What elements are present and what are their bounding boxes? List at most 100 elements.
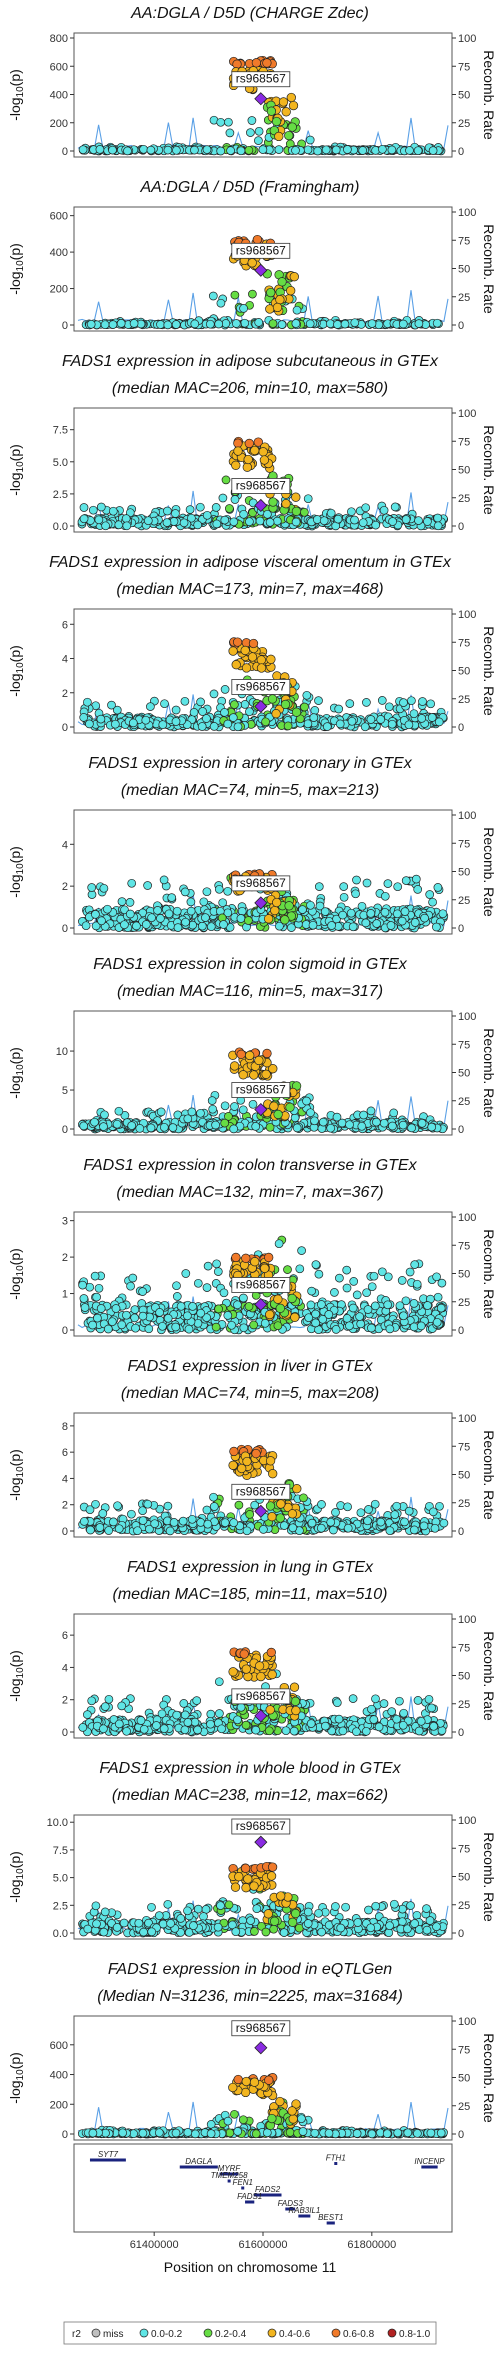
- association-point-moderate-ld: [284, 901, 294, 911]
- y-tick-label: 2: [62, 1252, 68, 1264]
- panel-4: FADS1 expression in adipose visceral ome…: [7, 554, 497, 734]
- association-point: [299, 1493, 308, 1503]
- association-point: [126, 1281, 135, 1291]
- association-point: [259, 1525, 268, 1534]
- association-point: [339, 892, 349, 902]
- association-point-high-ld: [231, 460, 241, 470]
- association-point-high-ld: [251, 1448, 261, 1459]
- association-point: [91, 1499, 100, 1509]
- y2-tick-label: 75: [458, 1843, 470, 1855]
- association-point: [427, 1703, 436, 1713]
- association-point: [171, 1322, 181, 1332]
- association-point-moderate-ld: [272, 302, 283, 313]
- snp-label: rs968567: [236, 1484, 286, 1498]
- association-point: [432, 1272, 441, 1282]
- association-point: [239, 1323, 249, 1333]
- association-point: [361, 503, 371, 513]
- association-point: [295, 1264, 305, 1274]
- association-point: [94, 1283, 104, 1293]
- association-point-moderate-ld: [265, 1501, 276, 1511]
- association-point-high-ld: [240, 645, 250, 656]
- association-point: [306, 1108, 315, 1118]
- y-tick-label: 5.0: [53, 457, 68, 469]
- association-point: [104, 1526, 114, 1535]
- y2-tick-label: 75: [458, 436, 470, 448]
- association-point: [171, 705, 181, 715]
- y2-tick-label: 25: [458, 1699, 470, 1711]
- association-point: [261, 717, 270, 727]
- association-point: [237, 906, 247, 916]
- association-point: [87, 1696, 97, 1706]
- association-point: [279, 1521, 289, 1530]
- association-point: [397, 916, 407, 926]
- association-point: [333, 514, 343, 524]
- association-point: [348, 1303, 358, 1313]
- association-point: [390, 502, 400, 512]
- y2-axis-label: Recomb. Rate: [481, 1028, 497, 1118]
- panel-title: FADS1 expression in colon sigmoid in GTE…: [93, 956, 408, 973]
- panel-title: FADS1 expression in adipose subcutaneous…: [62, 353, 439, 370]
- y2-tick-label: 25: [458, 1297, 470, 1309]
- association-point: [87, 883, 97, 892]
- y2-tick-label: 0: [458, 521, 464, 533]
- association-point: [95, 145, 105, 154]
- association-point: [83, 1710, 92, 1719]
- association-point: [176, 1301, 186, 1311]
- association-point: [383, 1300, 393, 1310]
- association-point: [180, 1725, 190, 1735]
- association-point: [79, 1294, 89, 1303]
- association-point: [92, 1292, 101, 1302]
- association-point: [208, 1104, 218, 1114]
- association-point: [122, 1726, 131, 1736]
- snp-label: rs968567: [236, 1689, 286, 1703]
- association-point: [363, 1305, 373, 1314]
- association-point: [311, 1260, 321, 1269]
- association-point: [138, 1287, 147, 1296]
- association-point: [159, 875, 169, 885]
- association-point: [366, 715, 376, 724]
- association-point: [439, 1518, 449, 1528]
- association-point-moderate-ld: [289, 272, 299, 282]
- association-point: [193, 1278, 203, 1288]
- association-point: [125, 898, 135, 907]
- association-point: [246, 1916, 255, 1925]
- association-point: [141, 920, 151, 929]
- association-point: [388, 1121, 397, 1131]
- y-axis-label-subscript: 10: [15, 1265, 26, 1277]
- association-point: [190, 145, 199, 155]
- association-point: [165, 1526, 175, 1536]
- association-point-moderate-ld: [280, 699, 291, 710]
- association-point: [206, 922, 216, 932]
- association-point: [141, 715, 151, 725]
- y-tick-label: 6: [62, 619, 68, 631]
- association-point: [272, 516, 282, 526]
- association-point-moderate-ld: [281, 499, 291, 509]
- association-point: [220, 685, 230, 694]
- y-tick-label: 2: [62, 1695, 68, 1707]
- association-point: [414, 516, 423, 525]
- association-point-high-ld: [236, 1049, 246, 1059]
- association-point: [321, 145, 331, 155]
- association-point: [387, 145, 397, 155]
- association-point: [221, 475, 231, 485]
- association-point: [196, 1108, 205, 1118]
- association-point: [361, 1726, 371, 1736]
- association-point: [220, 1518, 230, 1528]
- association-point: [320, 907, 330, 916]
- association-point: [379, 1118, 389, 1128]
- snp-label: rs968567: [236, 478, 286, 492]
- y-tick-label: 6: [62, 1447, 68, 1459]
- association-point: [203, 1261, 213, 1271]
- association-point: [227, 1320, 236, 1330]
- association-point: [197, 722, 207, 731]
- association-point: [314, 882, 324, 891]
- association-point: [325, 319, 335, 329]
- y2-tick-label: 0: [458, 1727, 464, 1739]
- association-point: [305, 319, 315, 329]
- association-point: [420, 913, 429, 923]
- association-point: [332, 1112, 342, 1122]
- association-point-moderate-ld: [288, 100, 299, 111]
- association-point: [348, 922, 358, 932]
- association-point: [209, 1492, 218, 1502]
- association-point: [254, 318, 264, 327]
